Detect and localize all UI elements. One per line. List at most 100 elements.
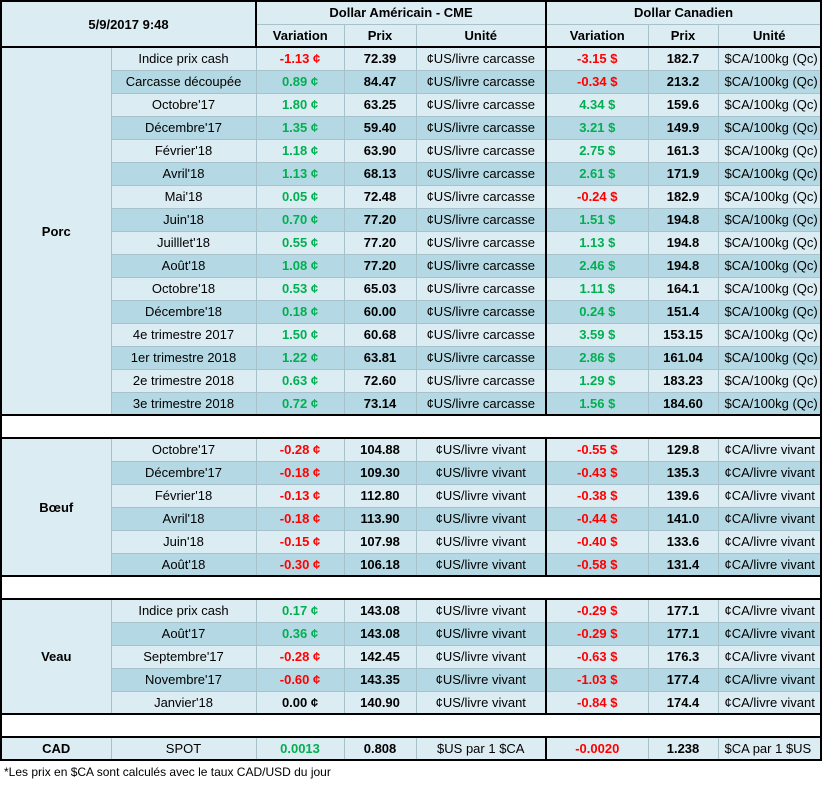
cad-price: 182.9 (647, 184, 719, 209)
table-row: Avril'18 -0.18 ¢ 113.90 ¢US/livre vivant -0.… (1, 506, 822, 531)
usd-unit: ¢US/livre carcasse (415, 138, 547, 163)
cad-price: 129.8 (647, 437, 719, 462)
usd-variation: 0.05 ¢ (255, 184, 345, 209)
cad-unit: $CA/100kg (Qc) (717, 161, 822, 186)
cad-variation: 1.51 $ (545, 207, 649, 232)
cad-variation: 2.61 $ (545, 161, 649, 186)
table-row: Bœuf Octobre'17 -0.28 ¢ 104.88 ¢US/livre viv… (0, 437, 822, 577)
cad-unit: $CA/100kg (Qc) (717, 391, 822, 416)
cad-variation: 3.21 $ (545, 115, 649, 140)
cad-price: 159.6 (647, 92, 719, 117)
price-table: 5/9/2017 9:48 Dollar Américain - CME Dol… (0, 0, 822, 761)
table-row: Août'18 1.08 ¢ 77.20 ¢US/livre carcasse 2.46… (1, 253, 822, 278)
cad-variation: -0.29 $ (545, 598, 649, 623)
usd-price: 106.18 (343, 552, 417, 577)
group-title: Porc (0, 46, 112, 416)
cad-variation: -0.38 $ (545, 483, 649, 508)
usd-variation: 0.55 ¢ (255, 230, 345, 255)
row-label: Octobre'17 (110, 437, 257, 462)
cad-unit: $CA/100kg (Qc) (717, 184, 822, 209)
cad-variation: 1.56 $ (545, 391, 649, 416)
usd-unit: ¢US/livre carcasse (415, 276, 547, 301)
cad-unit: ¢CA/livre vivant (717, 529, 822, 554)
cad-unit: $CA/100kg (Qc) (717, 115, 822, 140)
spacer-row (0, 414, 822, 439)
cad-variation: -0.24 $ (545, 184, 649, 209)
usd-price: 72.39 (343, 46, 417, 71)
table-row: Porc Indice prix cash -1.13 ¢ 72.39 ¢US/livr… (0, 46, 822, 416)
usd-prix-header: Prix (343, 23, 417, 48)
cad-variation: 0.24 $ (545, 299, 649, 324)
cad-price: 177.4 (647, 667, 719, 692)
usd-price: 143.35 (343, 667, 417, 692)
cad-section-title: Dollar Canadien (545, 0, 822, 25)
usd-variation: -0.18 ¢ (255, 460, 345, 485)
row-label: Indice prix cash (110, 46, 257, 71)
usd-price: 72.48 (343, 184, 417, 209)
cad-price: 135.3 (647, 460, 719, 485)
usd-unit: ¢US/livre vivant (415, 598, 547, 623)
usd-variation: 1.18 ¢ (255, 138, 345, 163)
usd-unit: ¢US/livre vivant (415, 621, 547, 646)
usd-unit: ¢US/livre carcasse (415, 368, 547, 393)
usd-variation: -0.18 ¢ (255, 506, 345, 531)
usd-variation: 0.53 ¢ (255, 276, 345, 301)
cad-variation: 4.34 $ (545, 92, 649, 117)
usd-unit: ¢US/livre carcasse (415, 391, 547, 416)
cad-price: 161.3 (647, 138, 719, 163)
usd-price: 143.08 (343, 598, 417, 623)
cad-unit: ¢CA/livre vivant (717, 598, 822, 623)
cad-unit: ¢CA/livre vivant (717, 690, 822, 715)
cad-price: 139.6 (647, 483, 719, 508)
usd-price: 63.25 (343, 92, 417, 117)
usd-price: 143.08 (343, 621, 417, 646)
usd-variation: 0.17 ¢ (255, 598, 345, 623)
report-date: 5/9/2017 9:48 (0, 0, 258, 48)
usd-variation: -0.28 ¢ (255, 644, 345, 669)
cad-variation: -0.44 $ (545, 506, 649, 531)
cad-unit: $CA/100kg (Qc) (717, 46, 822, 71)
usd-variation: -0.15 ¢ (255, 529, 345, 554)
row-label: Octobre'17 (110, 92, 257, 117)
usd-price: 84.47 (343, 69, 417, 94)
usd-unit: ¢US/livre carcasse (415, 92, 547, 117)
row-label: Novembre'17 (110, 667, 257, 692)
cad-price: 194.8 (647, 207, 719, 232)
usd-price: 77.20 (343, 253, 417, 278)
row-label: Janvier'18 (110, 690, 257, 715)
usd-variation: 0.89 ¢ (255, 69, 345, 94)
cad-cad-price: 1.238 (647, 736, 719, 761)
usd-unit: ¢US/livre carcasse (415, 115, 547, 140)
usd-price: 142.45 (343, 644, 417, 669)
row-label: 3e trimestre 2018 (110, 391, 257, 416)
usd-variation: -0.13 ¢ (255, 483, 345, 508)
cad-variation: 1.13 $ (545, 230, 649, 255)
cad-price: 182.7 (647, 46, 719, 71)
cad-unit: ¢CA/livre vivant (717, 506, 822, 531)
usd-price: 60.00 (343, 299, 417, 324)
usd-variation: -1.13 ¢ (255, 46, 345, 71)
cad-unite-header: Unité (717, 23, 822, 48)
usd-variation: -0.28 ¢ (255, 437, 345, 462)
cad-unit: ¢CA/livre vivant (717, 483, 822, 508)
row-label: Décembre'18 (110, 299, 257, 324)
usd-unit: ¢US/livre vivant (415, 506, 547, 531)
cad-price: 194.8 (647, 253, 719, 278)
usd-unit: ¢US/livre vivant (415, 644, 547, 669)
usd-unit: ¢US/livre carcasse (415, 184, 547, 209)
usd-price: 77.20 (343, 207, 417, 232)
cad-variation: 2.75 $ (545, 138, 649, 163)
cad-unit: $CA/100kg (Qc) (717, 69, 822, 94)
row-label: Octobre'18 (110, 276, 257, 301)
cad-unit: ¢CA/livre vivant (717, 644, 822, 669)
cad-price: 176.3 (647, 644, 719, 669)
usd-variation: 1.13 ¢ (255, 161, 345, 186)
usd-price: 59.40 (343, 115, 417, 140)
group-title: Bœuf (0, 437, 112, 577)
cad-variation-header: Variation (545, 23, 649, 48)
spacer-cell (0, 575, 822, 600)
table-row: 3e trimestre 2018 0.72 ¢ 73.14 ¢US/livre ca… (1, 391, 822, 416)
row-label: Septembre'17 (110, 644, 257, 669)
usd-variation: 0.36 ¢ (255, 621, 345, 646)
usd-unit: ¢US/livre vivant (415, 460, 547, 485)
